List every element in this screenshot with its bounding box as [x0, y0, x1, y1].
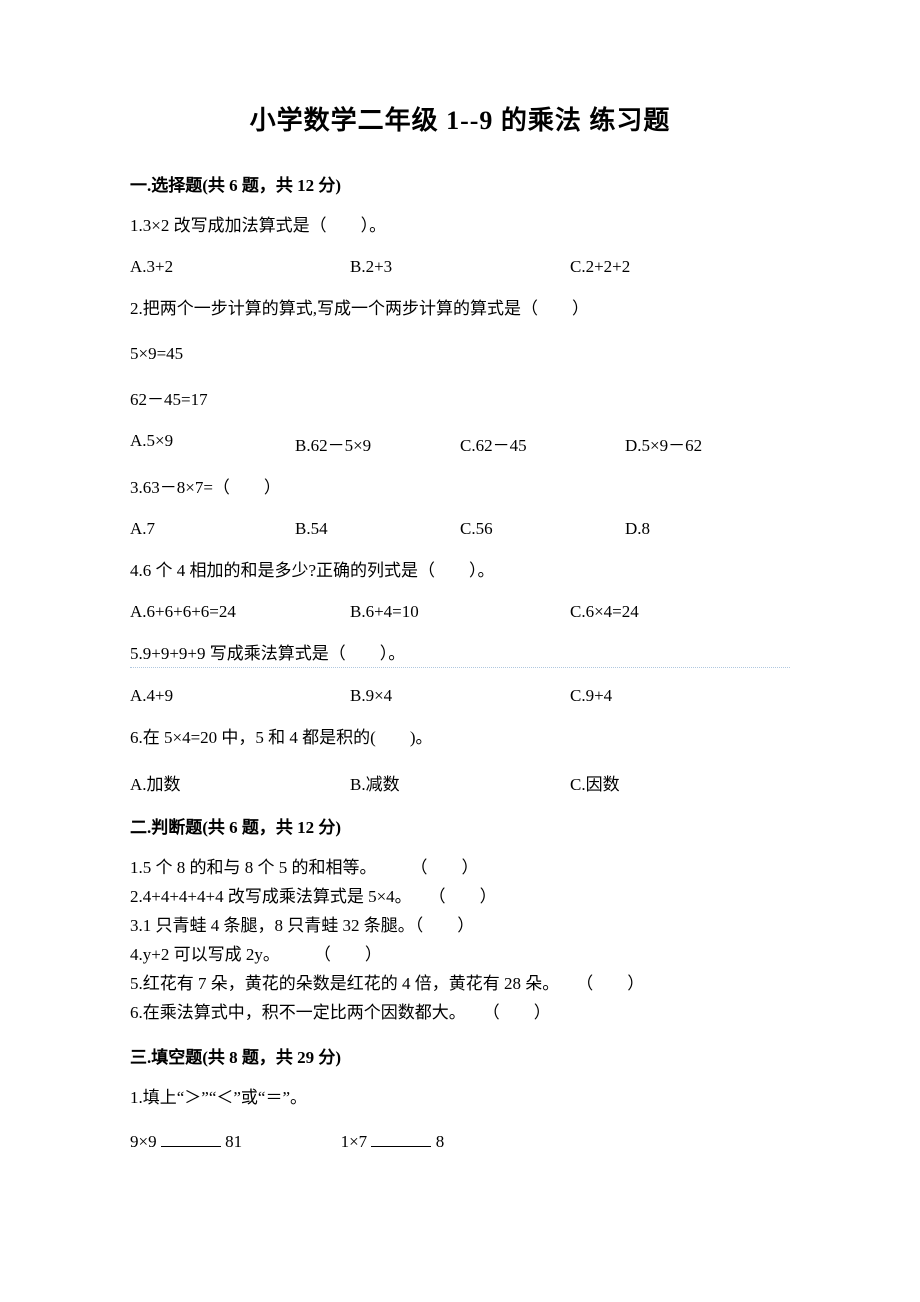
q5-text: 5.9+9+9+9 写成乘法算式是（ ）。 — [130, 640, 790, 667]
q3-choice-a: A.7 — [130, 519, 295, 539]
page-title: 小学数学二年级 1--9 的乘法 练习题 — [130, 100, 790, 137]
judge-q4: 4.y+2 可以写成 2y。 （ ） — [130, 941, 790, 968]
q1-choices: A.3+2 B.2+3 C.2+2+2 — [130, 257, 790, 277]
blank-underline — [371, 1129, 431, 1147]
q2-line2: 62－45=17 — [130, 386, 790, 413]
fill-r1-right-right: 8 — [436, 1132, 445, 1151]
q3-choice-b: B.54 — [295, 519, 460, 539]
judge-q6: 6.在乘法算式中，积不一定比两个因数都大。 （ ） — [130, 999, 790, 1026]
q4-text: 4.6 个 4 相加的和是多少?正确的列式是（ ）。 — [130, 557, 790, 584]
q1-choice-c: C.2+2+2 — [570, 257, 790, 277]
q4-choices: A.6+6+6+6=24 B.6+4=10 C.6×4=24 — [130, 602, 790, 622]
fill-r1-left: 9×9 — [130, 1132, 157, 1151]
judge-q3: 3.1 只青蛙 4 条腿，8 只青蛙 32 条腿。（ ） — [130, 912, 790, 939]
fill-r1-left-right: 81 — [225, 1132, 242, 1151]
q2-choice-c: C.62－45 — [460, 431, 625, 456]
q3-choice-d: D.8 — [625, 519, 790, 539]
judge-q5: 5.红花有 7 朵，黄花的朵数是红花的 4 倍，黄花有 28 朵。 （ ） — [130, 970, 790, 997]
q4-choice-a: A.6+6+6+6=24 — [130, 602, 350, 622]
q3-choices: A.7 B.54 C.56 D.8 — [130, 519, 790, 539]
q2-choices: A.5×9 B.62－5×9 C.62－45 D.5×9－62 — [130, 431, 790, 456]
q2-text: 2.把两个一步计算的算式,写成一个两步计算的算式是（ ） — [130, 295, 790, 322]
section-header-fill: 三.填空题(共 8 题，共 29 分) — [130, 1043, 790, 1068]
q2-line1: 5×9=45 — [130, 340, 790, 367]
section-header-judge: 二.判断题(共 6 题，共 12 分) — [130, 813, 790, 838]
worksheet-page: 小学数学二年级 1--9 的乘法 练习题 一.选择题(共 6 题，共 12 分)… — [0, 0, 920, 1302]
blank-underline — [161, 1129, 221, 1147]
q2-choice-d: D.5×9－62 — [625, 431, 790, 456]
q6-text: 6.在 5×4=20 中，5 和 4 都是积的( )。 — [130, 724, 790, 751]
q6-choices: A.加数 B.减数 C.因数 — [130, 770, 790, 795]
q4-choice-c: C.6×4=24 — [570, 602, 790, 622]
fill-row-1: 9×9 81 1×7 8 — [130, 1129, 790, 1152]
q5-choice-b: B.9×4 — [350, 686, 570, 706]
q5-choices: A.4+9 B.9×4 C.9+4 — [130, 686, 790, 706]
q6-choice-b: B.减数 — [350, 770, 570, 795]
q2-choice-b: B.62－5×9 — [295, 431, 460, 456]
q6-choice-c: C.因数 — [570, 770, 790, 795]
section-header-choice: 一.选择题(共 6 题，共 12 分) — [130, 171, 790, 196]
judge-q2: 2.4+4+4+4+4 改写成乘法算式是 5×4。 （ ） — [130, 883, 790, 910]
q5-choice-a: A.4+9 — [130, 686, 350, 706]
judge-block: 1.5 个 8 的和与 8 个 5 的和相等。 （ ） 2.4+4+4+4+4 … — [130, 854, 790, 1027]
q3-choice-c: C.56 — [460, 519, 625, 539]
fill-r1-right: 1×7 — [341, 1132, 368, 1151]
q5-choice-c: C.9+4 — [570, 686, 790, 706]
fill-q1: 1.填上“＞”“＜”或“＝”。 — [130, 1084, 790, 1111]
q3-text: 3.63－8×7=（ ） — [130, 474, 790, 501]
judge-q1: 1.5 个 8 的和与 8 个 5 的和相等。 （ ） — [130, 854, 790, 881]
q1-choice-a: A.3+2 — [130, 257, 350, 277]
q1-text: 1.3×2 改写成加法算式是（ ）。 — [130, 212, 790, 239]
q2-choice-a: A.5×9 — [130, 431, 295, 456]
q1-choice-b: B.2+3 — [350, 257, 570, 277]
q6-choice-a: A.加数 — [130, 770, 350, 795]
q4-choice-b: B.6+4=10 — [350, 602, 570, 622]
